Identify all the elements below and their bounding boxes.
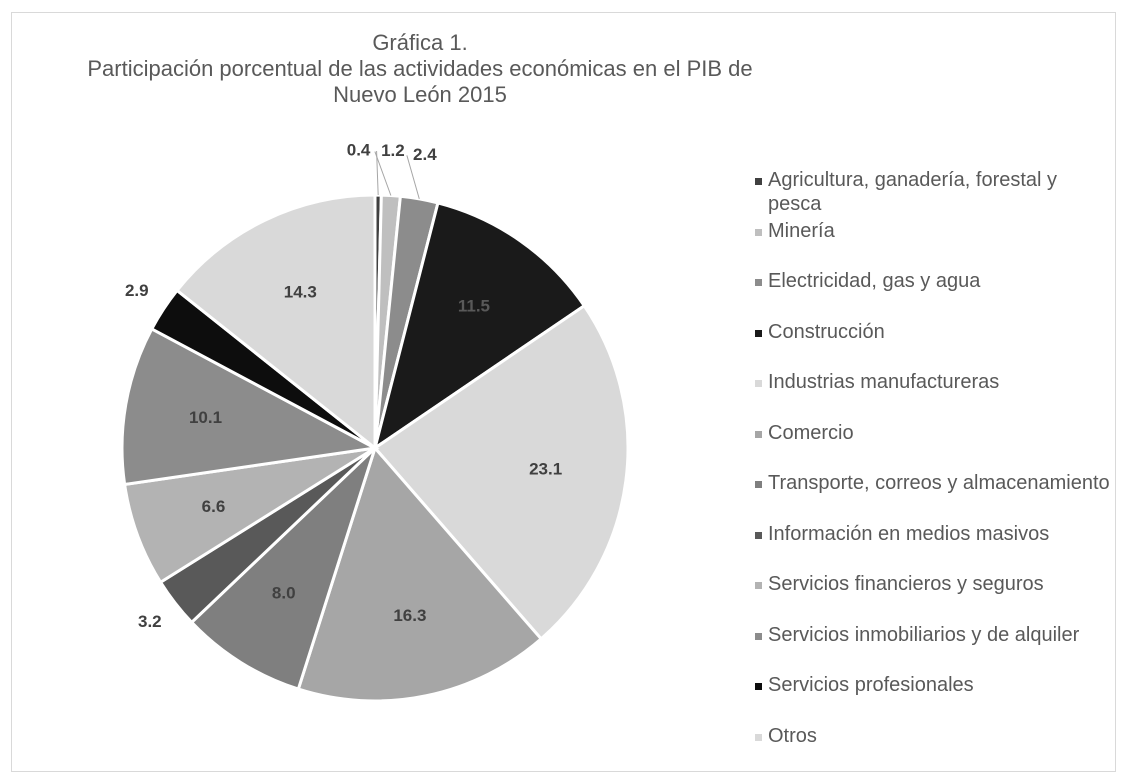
data-label: 11.5 <box>458 297 490 316</box>
legend-swatch <box>755 582 762 589</box>
legend-swatch <box>755 734 762 741</box>
legend-item: Información en medios masivos <box>752 522 1112 573</box>
chart-title: Gráfica 1. <box>372 30 467 55</box>
legend-item: Otros <box>752 724 1112 774</box>
legend-item: Comercio <box>752 421 1112 472</box>
legend-label: Otros <box>768 725 817 747</box>
legend-item: Agricultura, ganadería, forestal y pesca <box>752 168 1112 219</box>
data-label: 16.3 <box>393 606 426 625</box>
legend-swatch <box>755 279 762 286</box>
legend-item: Transporte, correos y almacenamiento <box>752 471 1112 522</box>
legend-swatch <box>755 683 762 690</box>
legend-item: Electricidad, gas y agua <box>752 269 1112 320</box>
legend-label: Comercio <box>768 422 854 444</box>
legend-label: Información en medios masivos <box>768 523 1049 545</box>
legend-label: Servicios inmobiliarios y de alquiler <box>768 624 1079 646</box>
data-label: 14.3 <box>284 283 317 302</box>
legend-label: Industrias manufactureras <box>768 371 999 393</box>
legend-label: Construcción <box>768 321 885 343</box>
chart-title: Participación porcentual de las activida… <box>87 56 752 81</box>
data-label: 10.1 <box>189 408 222 427</box>
data-label: 0.4 <box>347 141 371 160</box>
legend-label: Transporte, correos y almacenamiento <box>768 472 1110 494</box>
legend-swatch <box>755 481 762 488</box>
legend-label: Minería <box>768 220 835 242</box>
data-label: 8.0 <box>272 583 296 602</box>
legend-item: Servicios inmobiliarios y de alquiler <box>752 623 1112 674</box>
data-label: 3.2 <box>138 612 162 631</box>
data-label: 6.6 <box>202 497 226 516</box>
legend-label: Servicios financieros y seguros <box>768 573 1044 595</box>
legend-item: Construcción <box>752 320 1112 371</box>
chart-title: Nuevo León 2015 <box>333 82 507 107</box>
legend-swatch <box>755 380 762 387</box>
legend-item: Minería <box>752 219 1112 270</box>
data-label: 2.9 <box>125 281 149 300</box>
legend-swatch <box>755 431 762 438</box>
legend-label: Electricidad, gas y agua <box>768 270 980 292</box>
data-label: 23.1 <box>529 460 562 479</box>
data-label: 2.4 <box>413 145 437 164</box>
legend-swatch <box>755 330 762 337</box>
legend-label: Servicios profesionales <box>768 674 974 696</box>
legend-item: Industrias manufactureras <box>752 370 1112 421</box>
legend-item: Servicios profesionales <box>752 673 1112 724</box>
legend-swatch <box>755 633 762 640</box>
data-label: 1.2 <box>381 141 405 160</box>
legend-swatch <box>755 532 762 539</box>
legend-label: Agricultura, ganadería, forestal y pesca <box>768 169 1057 215</box>
legend-swatch <box>755 178 762 185</box>
legend: Agricultura, ganadería, forestal y pesca… <box>752 168 1112 774</box>
legend-item: Servicios financieros y seguros <box>752 572 1112 623</box>
legend-swatch <box>755 229 762 236</box>
